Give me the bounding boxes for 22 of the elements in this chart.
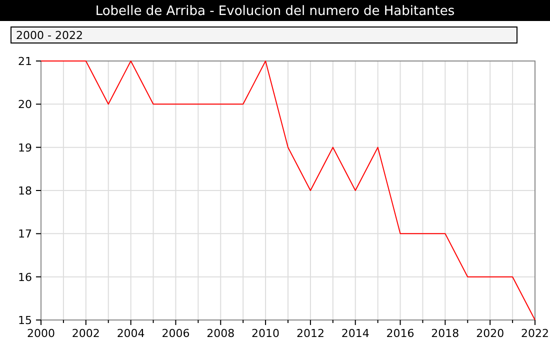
y-tick-label: 18 [18,184,32,198]
y-tick-label: 19 [18,141,32,154]
x-tick-label: 2014 [341,327,370,340]
x-tick-label: 2012 [296,327,324,340]
y-tick-label: 17 [18,228,32,241]
line-series [40,60,536,320]
x-tick-label: 2008 [206,327,235,340]
x-tick-label: 2020 [476,327,504,340]
x-tick-label: 2004 [116,327,145,340]
y-tick-label: 21 [18,55,32,68]
x-tick-label: 2022 [521,327,549,340]
y-tick-label: 15 [18,314,32,327]
y-tick-label: 16 [18,270,32,284]
x-tick-label: 2010 [252,327,280,340]
x-tick-label: 2002 [72,327,100,340]
x-tick-label: 2006 [162,327,190,340]
chart-title: Lobelle de Arriba - Evolucion del numero de Habitantes [95,4,455,19]
text: 2000 - 2022 [16,29,83,42]
x-tick-label: 2000 [27,327,55,340]
y-tick-label: 20 [18,98,32,112]
x-tick-label: 2016 [386,327,414,340]
x-tick-label: 2018 [431,327,460,340]
